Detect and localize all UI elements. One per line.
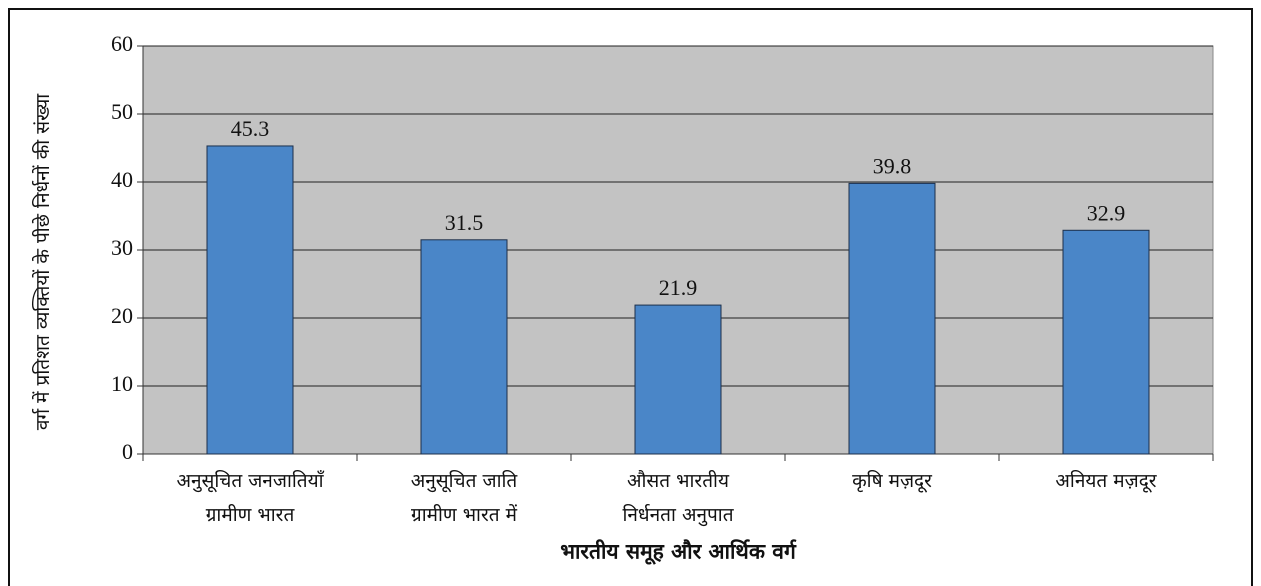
y-tick-label: 0: [122, 439, 133, 464]
y-tick-label: 40: [111, 167, 133, 192]
x-tick-label: औसत भारतीय: [627, 469, 730, 492]
x-tick-label: ग्रामीण भारत: [206, 503, 296, 526]
bar: [634, 304, 722, 455]
value-label: 21.9: [659, 275, 698, 300]
x-tick-label: निर्धनता अनुपात: [622, 503, 734, 527]
value-label: 31.5: [445, 210, 484, 235]
value-label: 45.3: [231, 116, 270, 141]
y-tick-label: 30: [111, 235, 133, 260]
x-axis-label: भारतीय समूह और आर्थिक वर्ग: [560, 539, 797, 566]
y-tick-label: 60: [111, 31, 133, 56]
x-tick-label: अनियत मज़दूर: [1055, 469, 1157, 493]
x-tick-label: ग्रामीण भारत में: [411, 503, 518, 526]
bar: [848, 182, 936, 455]
bar: [206, 145, 294, 455]
frame: [8, 8, 1253, 586]
y-tick-label: 20: [111, 303, 133, 328]
x-tick-label: अनुसूचित जाति: [411, 469, 519, 493]
value-label: 32.9: [1087, 200, 1126, 225]
y-tick-label: 50: [111, 99, 133, 124]
y-axis-label: वर्ग में प्रतिशत व्यक्तियों के पीछे निर्…: [31, 93, 54, 430]
y-tick-label: 10: [111, 371, 133, 396]
bar: [1062, 229, 1150, 455]
value-label: 39.8: [873, 153, 912, 178]
x-tick-label: कृषि मज़दूर: [852, 469, 933, 493]
bar: [420, 239, 508, 455]
x-tick-label: अनुसूचित जनजातियाँ: [176, 469, 324, 493]
